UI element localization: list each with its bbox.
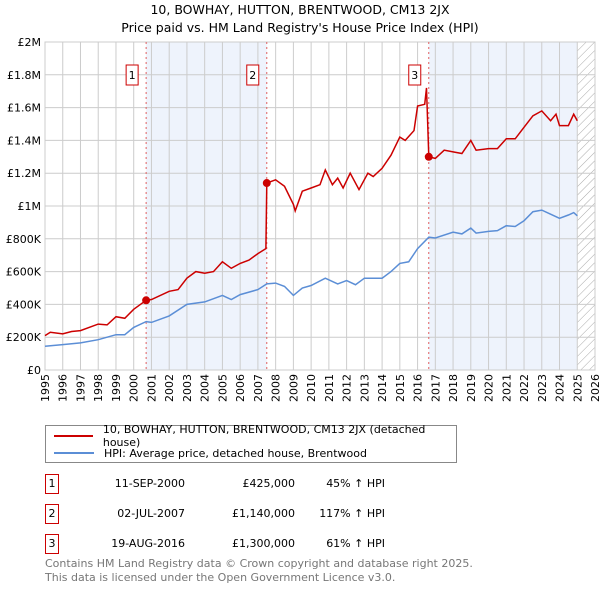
x-tick-label: 2007 xyxy=(252,374,265,402)
x-tick-label: 2011 xyxy=(323,374,336,402)
x-tick-label: 2005 xyxy=(216,374,229,402)
plot-area: 1995 1996 1997 1998 1999 2000 2001 2002 2003 2004… xyxy=(6,36,600,402)
y-tick-label: £1.2M xyxy=(7,167,41,180)
x-tick-label: 2016 xyxy=(412,374,425,402)
x-tick-label: 2003 xyxy=(181,374,194,402)
y-tick-label: £200K xyxy=(6,331,42,344)
plot-border xyxy=(44,41,596,371)
x-tick-label: 2023 xyxy=(536,374,549,402)
x-tick-label: 1998 xyxy=(92,374,105,402)
legend-label-property: 10, BOWHAY, HUTTON, BRENTWOOD, CM13 2JX … xyxy=(102,423,426,449)
sale-price: £1,300,000 xyxy=(232,537,295,550)
x-tick-label: 2024 xyxy=(554,374,567,402)
x-tick-label: 2025 xyxy=(571,374,584,402)
y-tick-label: £800K xyxy=(6,233,42,246)
x-tick-label: 2002 xyxy=(163,374,176,402)
x-tick-label: 2012 xyxy=(341,374,354,402)
legend-label-hpi: HPI: Average price, detached house, Bren… xyxy=(104,446,367,460)
sale-number: 3 xyxy=(45,534,59,554)
y-tick-label: £600K xyxy=(6,266,42,279)
sale-hpi-change: 45% ↑ HPI xyxy=(326,477,385,490)
legend-swatch-red xyxy=(54,435,93,437)
sale-hpi-change: 61% ↑ HPI xyxy=(326,537,385,550)
sale-hpi-change: 117% ↑ HPI xyxy=(319,507,385,520)
sale-row: 2 02-JUL-2007 £1,140,000 117% ↑ HPI xyxy=(45,504,385,524)
sale-date: 11-SEP-2000 xyxy=(114,477,185,490)
y-tick-label: £1.4M xyxy=(7,134,41,147)
x-tick-label: 2013 xyxy=(358,374,371,402)
sale-label-box xyxy=(408,64,422,86)
y-tick-label: £1M xyxy=(18,200,42,213)
sale-label-box xyxy=(125,64,139,86)
legend-swatch-blue xyxy=(54,452,94,454)
footer-copyright: Contains HM Land Registry data © Crown c… xyxy=(45,557,473,570)
x-tick-label: 2006 xyxy=(234,374,247,402)
sale-label-number: 3 xyxy=(411,69,418,82)
chart-subtitle: Price paid vs. HM Land Registry's House … xyxy=(121,20,479,35)
x-tick-label: 2017 xyxy=(429,374,442,402)
sale-price: £1,140,000 xyxy=(232,507,295,520)
x-tick-label: 2021 xyxy=(500,374,513,402)
y-tick-label: £0 xyxy=(27,364,41,377)
footer-licence: This data is licensed under the Open Gov… xyxy=(45,571,396,584)
x-tick-label: 2015 xyxy=(394,374,407,402)
sale-price: £425,000 xyxy=(242,477,296,490)
x-tick-label: 2004 xyxy=(199,374,212,402)
sale-label-number: 1 xyxy=(129,69,136,82)
x-tick-label: 2019 xyxy=(465,374,478,402)
x-tick-label: 1997 xyxy=(74,374,87,402)
chart-title: 10, BOWHAY, HUTTON, BRENTWOOD, CM13 2JX xyxy=(150,2,450,17)
sale-date: 19-AUG-2016 xyxy=(111,537,185,550)
x-tick-label: 2010 xyxy=(305,374,318,402)
y-tick-label: £1.6M xyxy=(7,102,41,115)
x-tick-label: 2008 xyxy=(270,374,283,402)
y-tick-label: £1.8M xyxy=(7,69,41,82)
sale-label-number: 2 xyxy=(249,69,256,82)
x-tick-label: 2000 xyxy=(128,374,141,402)
sale-row: 3 19-AUG-2016 £1,300,000 61% ↑ HPI xyxy=(45,534,385,554)
x-tick-label: 2018 xyxy=(447,374,460,402)
price-paid-line xyxy=(44,87,578,337)
x-tick-label: 1999 xyxy=(110,374,123,402)
sale-point xyxy=(142,296,151,305)
y-tick-label: £400K xyxy=(6,298,42,311)
x-tick-label: 2020 xyxy=(483,374,496,402)
x-tick-label: 2014 xyxy=(376,374,389,402)
sale-number: 1 xyxy=(45,474,59,494)
sale-row: 1 11-SEP-2000 £425,000 45% ↑ HPI xyxy=(45,474,385,494)
x-tick-label: 2001 xyxy=(145,374,158,402)
sale-date: 02-JUL-2007 xyxy=(117,507,185,520)
hpi-line xyxy=(44,209,578,347)
x-tick-label: 2009 xyxy=(287,374,300,402)
y-tick-label: £2M xyxy=(18,36,42,49)
sale-number: 2 xyxy=(45,504,59,524)
sale-point xyxy=(424,152,433,161)
x-tick-label: 1995 xyxy=(39,374,52,402)
x-tick-label: 2026 xyxy=(589,374,600,402)
x-tick-label: 1996 xyxy=(57,374,70,402)
legend: 10, BOWHAY, HUTTON, BRENTWOOD, CM13 2JX … xyxy=(45,423,457,463)
sale-label-box xyxy=(246,64,260,86)
sale-point xyxy=(262,179,271,188)
x-tick-label: 2022 xyxy=(518,374,531,402)
